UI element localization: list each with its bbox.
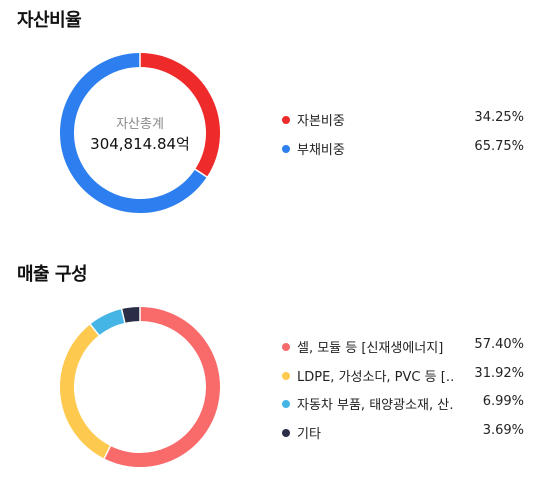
cells-modules-color-dot: [282, 343, 290, 351]
ldpe-color-dot: [282, 371, 290, 380]
sales-composition-title: 매출 구성: [17, 264, 88, 285]
legend-item-label: 자본비중: [297, 114, 345, 129]
legend-item-auto-parts[interactable]: 자동차 부품, 태양광소재, 산… 6.99%: [282, 394, 524, 423]
legend-item-percent: 3.69%: [482, 422, 524, 438]
legend-item-label: 셀, 모듈 등 [신재생에너지]: [297, 341, 444, 356]
equity-color-dot: [282, 116, 290, 124]
donut-slice-debt[interactable]: [60, 53, 207, 213]
donut-slice-other[interactable]: [121, 307, 141, 323]
legend-item-percent: 6.99%: [482, 394, 524, 409]
legend-item-percent: 31.92%: [474, 365, 524, 381]
asset-ratio-title: 자산비율: [17, 10, 82, 31]
other-color-dot: [282, 428, 290, 437]
legend-item-other[interactable]: 기타 3.69%: [282, 423, 524, 452]
sales-composition-donut-chart: [60, 307, 220, 467]
legend-item-cells-modules[interactable]: 셀, 모듈 등 [신재생에너지] 57.40%: [282, 337, 524, 366]
legend-item-label: 기타: [297, 426, 321, 442]
slice-separator-auto-parts: [89, 323, 101, 337]
legend-item-percent: 65.75%: [474, 138, 524, 154]
total-assets-caption: 자산총계: [116, 117, 164, 132]
slice-separator-other: [120, 307, 126, 324]
donut-slice-ldpe[interactable]: [60, 324, 111, 459]
donut-slice-equity[interactable]: [139, 53, 220, 177]
legend-item-equity[interactable]: 자본비중 34.25%: [282, 110, 524, 139]
legend-item-debt[interactable]: 부채비중 65.75%: [282, 139, 524, 168]
asset-ratio-donut-chart: [60, 53, 220, 213]
slice-separator-debt: [193, 168, 209, 179]
legend-item-label: LDPE, 가성소다, PVC 등 […: [297, 369, 455, 385]
slice-separator-ldpe: [103, 444, 112, 460]
donut-slice-cells-modules[interactable]: [104, 307, 220, 467]
asset-ratio-legend: 자본비중 34.25% 부채비중 65.75%: [282, 110, 524, 167]
total-assets-value: 304,814.84억: [90, 135, 190, 153]
legend-item-ldpe[interactable]: LDPE, 가성소다, PVC 등 [… 31.92%: [282, 366, 524, 395]
sales-composition-legend: 셀, 모듈 등 [신재생에너지] 57.40% LDPE, 가성소다, PVC …: [282, 337, 524, 451]
legend-item-percent: 34.25%: [474, 110, 524, 125]
legend-item-percent: 57.40%: [474, 337, 524, 352]
legend-item-label: 부채비중: [297, 142, 345, 158]
donut-slice-auto-parts[interactable]: [90, 309, 126, 336]
debt-color-dot: [282, 144, 290, 153]
auto-parts-color-dot: [282, 400, 290, 408]
legend-item-label: 자동차 부품, 태양광소재, 산…: [297, 398, 455, 413]
